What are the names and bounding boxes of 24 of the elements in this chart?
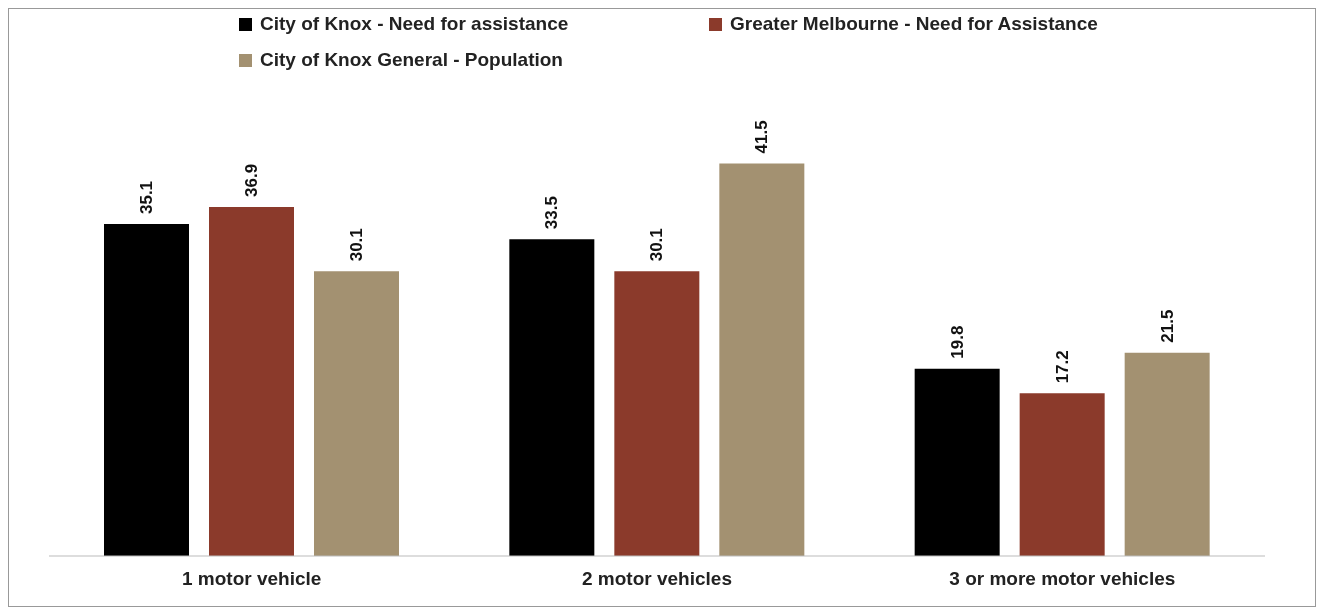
legend-label: City of Knox General - Population: [260, 49, 563, 71]
bar: [209, 207, 294, 556]
data-label: 41.5: [752, 120, 772, 154]
legend-label: Greater Melbourne - Need for Assistance: [730, 13, 1098, 35]
data-label: 21.5: [1157, 309, 1177, 343]
x-tick-label: 3 or more motor vehicles: [949, 568, 1176, 590]
data-label: 36.9: [242, 163, 261, 198]
x-tick-label: 2 motor vehicles: [582, 568, 732, 590]
bar: [1019, 393, 1105, 556]
data-label: 19.8: [947, 325, 967, 359]
bar: [719, 163, 805, 556]
x-tick-label: 1 motor vehicle: [181, 568, 322, 590]
bar: [509, 239, 595, 556]
data-label: 17.2: [1052, 350, 1072, 384]
data-label: 30.1: [347, 228, 366, 262]
bar: [914, 368, 1000, 556]
data-label: 30.1: [647, 228, 667, 262]
data-label: 33.5: [542, 196, 562, 230]
bar: [104, 224, 189, 556]
bar: [1124, 352, 1210, 556]
bar: [614, 271, 700, 556]
legend-label: City of Knox - Need for assistance: [260, 13, 569, 35]
data-label: 35.1: [137, 180, 156, 215]
bar: [314, 271, 399, 556]
